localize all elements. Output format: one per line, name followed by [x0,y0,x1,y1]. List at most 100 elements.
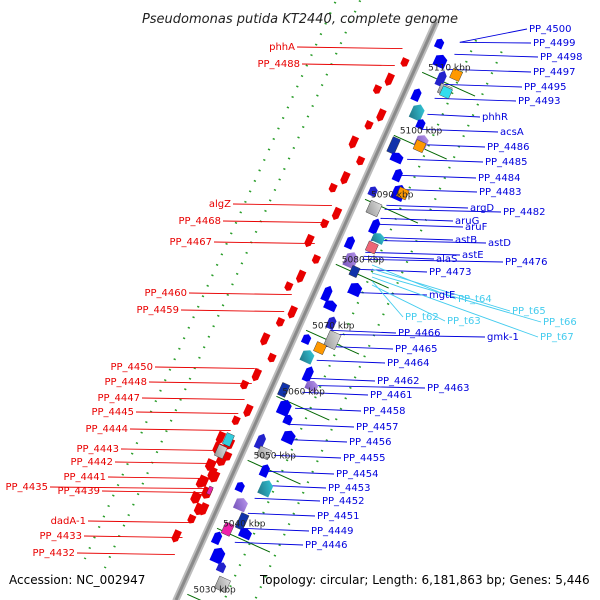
plus-strand-gene [311,254,321,264]
plus-strand-gene [328,182,338,193]
label-leader [301,63,395,67]
gene-label-minus-strand: aruF [465,222,488,233]
gene-label-plus-strand: PP_4442 [70,457,113,468]
plus-strand-gene [204,458,217,471]
minus-strand-gene [280,430,296,446]
gene-label-minus-strand: PP_4451 [317,511,360,522]
gene-label-plus-strand: PP_4439 [57,486,100,497]
plus-strand-gene [284,281,294,291]
colored-gene-block [220,521,235,537]
label-leader [399,174,477,179]
minus-strand-gene [277,382,291,398]
genome-title: Pseudomonas putida KT2440, complete geno… [142,12,458,27]
label-leader [420,128,499,133]
plus-strand-gene [193,502,206,516]
minus-strand-gene [234,512,250,531]
plus-strand-gene [171,529,182,543]
gene-label-minus-strand: PP_4483 [479,187,522,198]
gene-label-minus-strand: PP_4484 [478,173,521,184]
gene-label-minus-strand: PP_4495 [524,82,567,93]
plus-strand-gene [364,119,374,130]
label-leader [371,272,542,323]
gene-label-minus-strand: PP_4449 [311,526,354,537]
label-leader [295,407,362,412]
plus-strand-gene [208,469,221,483]
minus-strand-gene [389,152,404,165]
label-leader [459,41,532,44]
label-leader [363,255,435,260]
gene-label-plus-strand: PP_4448 [104,377,147,388]
plus-strand-gene [187,513,197,524]
label-leader [365,251,461,256]
label-leader [87,520,190,524]
label-leader [434,97,517,102]
gene-label-plus-strand: PP_4450 [110,362,153,373]
label-leader [188,292,292,296]
label-leader [380,217,454,222]
minus-strand-gene [370,233,385,245]
minus-strand-gene [434,70,447,88]
label-leader [266,470,335,475]
plus-strand-gene [384,72,395,86]
gene-label-minus-strand: PP_4476 [505,257,548,268]
plus-strand-gene [260,332,271,346]
gene-label-minus-strand: PP_4458 [363,406,406,417]
gene-label-minus-strand: PP_4456 [349,437,392,448]
rna-gene-label: PP_t62 [405,312,439,323]
minus-strand-gene [365,199,383,218]
minus-strand-gene [433,38,445,50]
plus-strand-gene [275,316,286,327]
gene-label-plus-strand: PP_4459 [136,305,179,316]
minus-strand-gene [256,445,272,461]
minus-strand-gene [325,316,337,331]
label-leader [129,428,231,432]
kbp-tick [247,459,301,485]
colored-gene-block [206,485,214,496]
gene-label-minus-strand: PP_4464 [387,358,430,369]
gene-label-minus-strand: PP_4500 [529,24,572,35]
minus-strand-gene [391,168,403,183]
gene-label-plus-strand: phhA [269,42,295,53]
label-leader [447,68,532,73]
gene-label-minus-strand: acsA [500,127,524,138]
minus-strand-gene [386,136,401,155]
colored-gene-block [222,432,235,447]
label-leader [328,333,486,338]
gene-label-minus-strand: PP_4446 [305,540,348,551]
gene-label-minus-strand: PP_4454 [336,469,379,480]
label-leader [407,158,484,163]
minus-strand-gene [258,464,271,478]
minus-strand-gene [415,119,426,131]
plus-strand-gene [287,305,298,319]
minus-strand-gene [368,218,381,235]
minus-strand-gene [301,366,314,383]
gene-label-plus-strand: PP_4447 [97,393,140,404]
label-leader [296,46,403,50]
plus-strand-gene [295,269,307,283]
label-leader [247,512,316,517]
minus-strand-gene [347,282,363,298]
gene-label-plus-strand: PP_4441 [63,472,106,483]
plus-strand-gene [197,474,210,488]
gene-label-plus-strand: PP_4433 [39,531,82,542]
left-inner-rule [103,0,362,569]
gene-label-minus-strand: PP_4452 [322,496,365,507]
minus-strand-gene [253,433,266,450]
label-leader [180,309,285,313]
plus-strand-gene [267,352,277,363]
gene-label-minus-strand: astD [488,238,511,249]
minus-strand-gene [299,350,315,365]
gene-label-minus-strand: PP_4455 [343,453,386,464]
label-leader [384,208,502,213]
kbp-label: 5060 kbp [282,387,325,397]
gene-label-minus-strand: argD [470,203,494,214]
gene-label-plus-strand: PP_4460 [144,288,187,299]
label-leader [308,377,376,382]
label-leader [370,239,487,244]
minus-strand-gene [234,482,245,493]
minus-strand-gene [209,547,226,565]
plus-strand-gene [340,171,351,185]
colored-gene-block [449,68,463,82]
gene-label-minus-strand: aruG [455,216,479,227]
